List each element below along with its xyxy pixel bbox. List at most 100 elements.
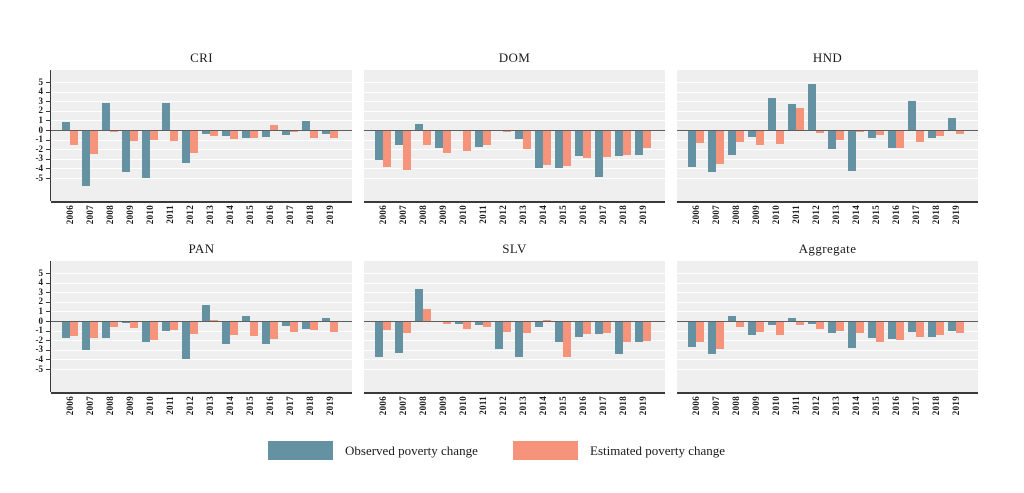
bar-estimated-2006 bbox=[696, 130, 704, 144]
x-tick-label-text: 2012 bbox=[811, 396, 821, 416]
gridline bbox=[677, 349, 978, 351]
gridline bbox=[51, 330, 352, 332]
plot-area bbox=[51, 261, 352, 392]
x-tick-label-text: 2008 bbox=[418, 396, 428, 416]
y-tick bbox=[46, 282, 50, 284]
x-tick-label-text: 2012 bbox=[185, 396, 195, 416]
bar-observed-2006 bbox=[688, 130, 696, 168]
bar-estimated-2011 bbox=[796, 107, 804, 130]
x-tick-label-2015: 2015 bbox=[866, 396, 886, 430]
x-tick-label-text: 2017 bbox=[285, 205, 295, 225]
x-tick-label-text: 2018 bbox=[305, 396, 315, 416]
x-tick-label-text: 2017 bbox=[598, 205, 608, 225]
bar-observed-2011 bbox=[162, 103, 170, 130]
gridline bbox=[51, 369, 352, 370]
gridline bbox=[677, 330, 978, 332]
x-tick-label-text: 2007 bbox=[85, 396, 95, 416]
gridline bbox=[364, 282, 665, 284]
x-axis-line bbox=[364, 392, 665, 394]
bar-estimated-2009 bbox=[130, 130, 138, 141]
bar-estimated-2012 bbox=[503, 321, 511, 332]
panel-title: Aggregate bbox=[798, 241, 857, 256]
bar-estimated-2019 bbox=[643, 130, 651, 149]
x-axis-line bbox=[677, 201, 978, 203]
panel-aggregate: Aggregate 2006 2007 2008 2009 2010 2011 2012 201… bbox=[631, 233, 984, 434]
bar-estimated-2018 bbox=[310, 130, 318, 138]
bar-observed-2018 bbox=[615, 321, 623, 354]
x-tick-label-2007: 2007 bbox=[706, 396, 726, 430]
bar-observed-2007 bbox=[708, 130, 716, 173]
x-tick-label-text: 2006 bbox=[691, 396, 701, 416]
bar-observed-2008 bbox=[415, 124, 423, 130]
y-tick bbox=[46, 349, 50, 351]
chart-legend: Observed poverty change Estimated povert… bbox=[0, 438, 1024, 464]
x-tick-label-text: 2016 bbox=[891, 205, 901, 225]
gridline bbox=[51, 101, 352, 103]
bar-observed-2009 bbox=[748, 130, 756, 137]
x-tick-label-text: 2018 bbox=[931, 396, 941, 416]
gridline bbox=[677, 91, 978, 93]
x-axis-line bbox=[51, 392, 352, 394]
y-tick-label: -2 bbox=[35, 334, 44, 345]
x-tick-label-text: 2007 bbox=[711, 396, 721, 416]
x-tick-label-2008: 2008 bbox=[413, 396, 433, 430]
gridline bbox=[51, 168, 352, 170]
y-tick bbox=[46, 149, 50, 151]
x-tick-label-2010: 2010 bbox=[453, 396, 473, 430]
bar-observed-2015 bbox=[868, 321, 876, 339]
y-tick bbox=[46, 101, 50, 103]
gridline bbox=[51, 120, 352, 122]
x-tick-label-2016: 2016 bbox=[573, 396, 593, 430]
gridline bbox=[364, 273, 665, 274]
bar-estimated-2011 bbox=[170, 321, 178, 330]
bar-observed-2013 bbox=[515, 321, 523, 357]
panel-slv: SLV 2006 2007 2008 2009 2010 2011 2012 2013 2014 2… bbox=[318, 233, 671, 434]
bar-estimated-2012 bbox=[816, 130, 824, 133]
bar-observed-2015 bbox=[555, 321, 563, 343]
bar-estimated-2006 bbox=[696, 321, 704, 343]
bar-estimated-2007 bbox=[403, 130, 411, 171]
plot-area bbox=[51, 70, 352, 201]
bar-estimated-2006 bbox=[70, 321, 78, 337]
gridline bbox=[51, 139, 352, 141]
bar-observed-2010 bbox=[455, 321, 463, 324]
gridline bbox=[677, 359, 978, 361]
bar-estimated-2013 bbox=[210, 320, 218, 322]
bar-observed-2016 bbox=[262, 130, 270, 137]
x-tick-label-2017: 2017 bbox=[906, 396, 926, 430]
bar-observed-2008 bbox=[102, 103, 110, 130]
x-tick-label-text: 2008 bbox=[105, 205, 115, 225]
x-tick-label-text: 2010 bbox=[771, 205, 781, 225]
x-tick-label-text: 2015 bbox=[558, 396, 568, 416]
x-tick-label-text: 2008 bbox=[105, 396, 115, 416]
bar-observed-2011 bbox=[788, 318, 796, 321]
x-tick-label-text: 2014 bbox=[225, 396, 235, 416]
bar-observed-2010 bbox=[142, 321, 150, 343]
x-tick-label-text: 2016 bbox=[578, 396, 588, 416]
y-tick bbox=[46, 91, 50, 93]
bar-estimated-2012 bbox=[190, 321, 198, 335]
x-tick-label-2011: 2011 bbox=[160, 396, 180, 430]
bar-observed-2014 bbox=[222, 130, 230, 136]
gridline bbox=[677, 120, 978, 122]
plot-area bbox=[364, 261, 665, 392]
zero-line bbox=[51, 130, 352, 131]
legend-label-observed: Observed poverty change bbox=[345, 443, 478, 458]
x-tick-label-text: 2014 bbox=[851, 396, 861, 416]
gridline bbox=[364, 292, 665, 294]
x-tick-label-2007: 2007 bbox=[80, 396, 100, 430]
x-tick-label-text: 2010 bbox=[145, 205, 155, 225]
y-tick-label: -5 bbox=[35, 363, 44, 374]
x-tick-label-2018: 2018 bbox=[613, 396, 633, 430]
gridline bbox=[364, 330, 665, 332]
bar-estimated-2017 bbox=[916, 321, 924, 338]
bar-observed-2013 bbox=[828, 321, 836, 334]
x-tick-label-2012: 2012 bbox=[806, 396, 826, 430]
x-tick-label-text: 2017 bbox=[911, 205, 921, 225]
bar-estimated-2008 bbox=[423, 130, 431, 146]
bar-estimated-2008 bbox=[736, 321, 744, 327]
panel-cri: CRI 5 4 3 2 1 0 -1 -2 -3 -4 -5 2006 2007 2008 2009 2010 2… bbox=[5, 42, 358, 243]
gridline bbox=[364, 168, 665, 170]
gridline bbox=[677, 301, 978, 303]
y-tick-label: -4 bbox=[35, 162, 44, 173]
